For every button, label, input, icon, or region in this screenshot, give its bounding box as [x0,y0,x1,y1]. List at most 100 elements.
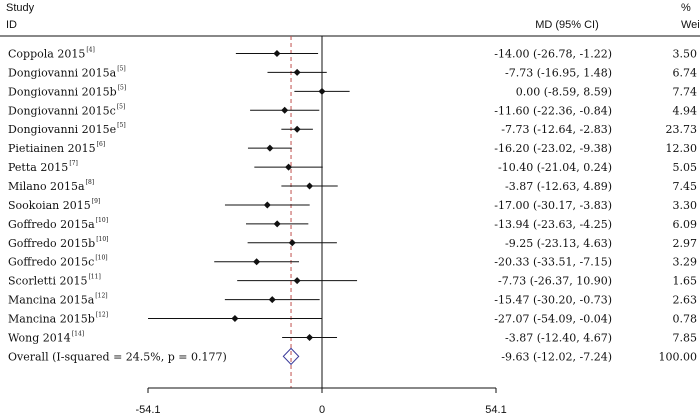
effect-ci-text: -27.07 (-54.09, -0.04) [494,313,612,326]
study-reference: [5] [118,84,127,91]
header-weight-pct: % [681,2,691,14]
x-tick-label: 54.1 [485,404,506,416]
weight-text: 3.30 [673,199,698,212]
effect-ci-text: -7.73 (-12.64, -2.83) [501,123,612,136]
weight-text: 3.29 [673,256,698,269]
study-label: Goffredo 2015c [8,256,94,269]
weight-text: 2.63 [673,294,698,307]
study-label: Dongiovanni 2015a [8,66,117,79]
study-label: Mancina 2015a [8,294,95,307]
study-row: Dongiovanni 2015b [5] 0.00 (-8.59, 8.59) 7.… [8,84,697,98]
overall-weight-text: 100.00 [659,350,698,363]
study-reference: [5] [117,122,126,129]
study-label: Petta 2015 [8,161,68,174]
study-label: Pietiainen 2015 [8,142,96,155]
point-estimate [285,163,293,171]
point-estimate [318,87,326,95]
study-label: Milano 2015a [8,180,85,193]
point-estimate [273,50,281,57]
study-label: Goffredo 2015b [8,237,95,250]
effect-ci-text: -3.87 (-12.63, 4.89) [505,180,612,193]
study-reference: [10] [96,236,108,243]
x-tick-label: -54.1 [135,404,160,416]
study-reference: [10] [95,255,107,262]
study-row: Pietiainen 2015 [6] -16.20 (-23.02, -9.38)… [8,141,697,155]
study-label: Dongiovanni 2015c [8,104,116,117]
effect-ci-text: -11.60 (-22.36, -0.84) [494,104,612,117]
point-estimate [306,182,314,190]
x-axis-ticks: -54.1 0 54.1 [135,388,507,416]
point-estimate [263,201,271,209]
study-row: Petta 2015 [7] -10.40 (-21.04, 0.24) 5.05 [8,160,697,174]
header-study: Study [6,2,35,14]
header-weight: Weight [681,19,700,31]
point-estimate [268,296,276,304]
effect-ci-text: -13.94 (-23.63, -4.25) [494,218,612,231]
study-label: Sookoian 2015 [8,199,91,212]
weight-text: 0.78 [673,313,698,326]
study-reference: [4] [86,47,95,54]
header-id: ID [6,19,17,31]
study-reference: [10] [96,217,108,224]
study-label: Mancina 2015b [8,313,95,326]
weight-text: 4.94 [673,104,698,117]
study-reference: [12] [95,293,107,300]
study-reference: [8] [86,179,95,186]
study-reference: [11] [88,274,100,281]
study-label: Coppola 2015 [8,48,85,61]
study-rows: Coppola 2015 [4] -14.00 (-26.78, -1.22) 3.5… [8,36,697,388]
effect-ci-text: -3.87 (-12.40, 4.67) [505,331,612,344]
weight-text: 23.73 [666,123,698,136]
overall-row: Overall (I-squared = 24.5%, p = 0.177) -9… [8,347,698,366]
point-estimate [253,258,261,266]
study-label: Dongiovanni 2015e [8,123,116,136]
point-estimate [293,277,301,285]
x-tick-label: 0 [319,404,325,416]
point-estimate [266,144,274,152]
effect-ci-text: -17.00 (-30.17, -3.83) [494,199,612,212]
weight-text: 3.50 [673,48,698,61]
study-reference: [5] [117,65,126,72]
study-reference: [6] [97,141,106,148]
overall-label: Overall (I-squared = 24.5%, p = 0.177) [8,350,227,363]
effect-ci-text: -7.73 (-16.95, 1.48) [505,66,612,79]
effect-ci-text: -10.40 (-21.04, 0.24) [498,161,612,174]
weight-text: 1.65 [673,275,698,288]
weight-text: 6.09 [673,218,698,231]
overall-diamond [282,347,300,366]
weight-text: 7.45 [673,180,698,193]
effect-ci-text: -15.47 (-30.20, -0.73) [494,294,612,307]
study-row: Wong 2014 [14] -3.87 (-12.40, 4.67) 7.85 [8,330,697,344]
effect-ci-text: -9.25 (-23.13, 4.63) [505,237,612,250]
weight-text: 7.74 [673,85,698,98]
study-row: Scorletti 2015 [11] -7.73 (-26.37, 10.90) 1… [8,274,697,288]
study-label: Dongiovanni 2015b [8,85,117,98]
effect-ci-text: -7.73 (-26.37, 10.90) [498,275,612,288]
effect-ci-text: 0.00 (-8.59, 8.59) [516,85,612,98]
study-row: Milano 2015a [8] -3.87 (-12.63, 4.89) 7.45 [8,179,697,193]
header-effect: MD (95% CI) [535,19,599,31]
weight-text: 2.97 [673,237,698,250]
point-estimate [306,333,314,341]
effect-ci-text: -16.20 (-23.02, -9.38) [494,142,612,155]
study-row: Goffredo 2015c [10] -20.33 (-33.51, -7.15)… [8,255,697,269]
effect-ci-text: -20.33 (-33.51, -7.15) [494,256,612,269]
study-label: Goffredo 2015a [8,218,95,231]
study-row: Goffredo 2015a [10] -13.94 (-23.63, -4.25)… [8,217,697,231]
study-label: Wong 2014 [8,331,71,344]
study-row: Dongiovanni 2015c [5] -11.60 (-22.36, -0.8… [8,103,697,117]
study-row: Dongiovanni 2015e [5] -7.73 (-12.64, -2.83… [8,122,697,136]
study-row: Sookoian 2015 [9] -17.00 (-30.17, -3.83) 3.… [8,198,697,212]
study-reference: [9] [92,198,101,205]
point-estimate [273,220,281,228]
study-row: Goffredo 2015b [10] -9.25 (-23.13, 4.63) 2.… [8,236,697,250]
study-row: Mancina 2015a [12] -15.47 (-30.20, -0.73) 2… [8,293,697,307]
weight-text: 12.30 [666,142,698,155]
study-row: Dongiovanni 2015a [5] -7.73 (-16.95, 1.48)… [8,65,697,79]
point-estimate [293,68,301,76]
study-row: Mancina 2015b [12] -27.07 (-54.09, -0.04) 0… [8,312,697,326]
weight-text: 5.05 [673,161,698,174]
study-reference: [5] [117,103,126,110]
effect-ci-text: -14.00 (-26.78, -1.22) [494,48,612,61]
